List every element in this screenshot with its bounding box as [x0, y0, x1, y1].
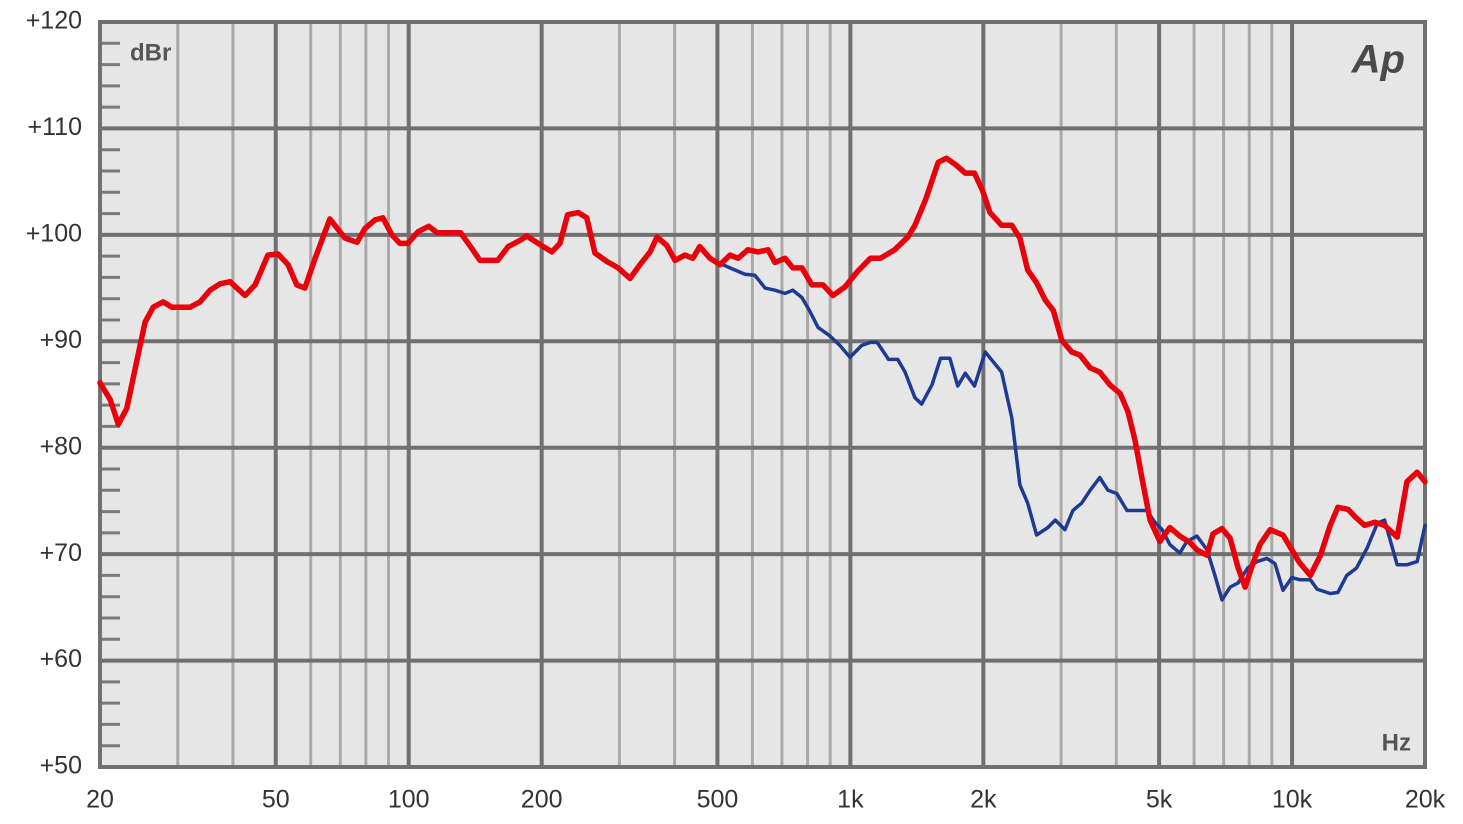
plot-background: [100, 22, 1425, 767]
x-tick-label: 200: [521, 786, 563, 814]
y-tick-label: +120: [26, 7, 82, 35]
y-axis-label: dBr: [130, 39, 171, 66]
lines: [97, 155, 1428, 602]
y-tick-label: +90: [40, 326, 82, 354]
x-tick-label: 100: [388, 786, 430, 814]
x-tick-label: 2k: [970, 786, 997, 814]
y-tick-label: +100: [26, 219, 82, 247]
y-tick-label: +70: [40, 539, 82, 567]
x-tick-label: 1k: [837, 786, 864, 814]
x-tick-label: 20k: [1405, 786, 1446, 814]
series-line: [716, 260, 1427, 602]
y-tick-label: +50: [40, 752, 82, 780]
x-tick-label: 500: [697, 786, 739, 814]
plot-frame: [98, 20, 1427, 769]
x-tick-label: 5k: [1146, 786, 1173, 814]
x-tick-label: 50: [262, 786, 290, 814]
series-line: [97, 155, 1428, 590]
y-tick-label: +110: [28, 113, 82, 141]
x-tick-label: 20: [86, 786, 114, 814]
x-axis-label: Hz: [1382, 729, 1411, 756]
y-tick-label: +80: [40, 432, 82, 460]
x-tick-label: 10k: [1272, 786, 1313, 814]
logo: Ap: [1351, 38, 1405, 82]
labels: dBr Hz Ap: [130, 38, 1411, 757]
y-tick-label: +60: [40, 645, 82, 673]
grid: [98, 20, 1427, 769]
